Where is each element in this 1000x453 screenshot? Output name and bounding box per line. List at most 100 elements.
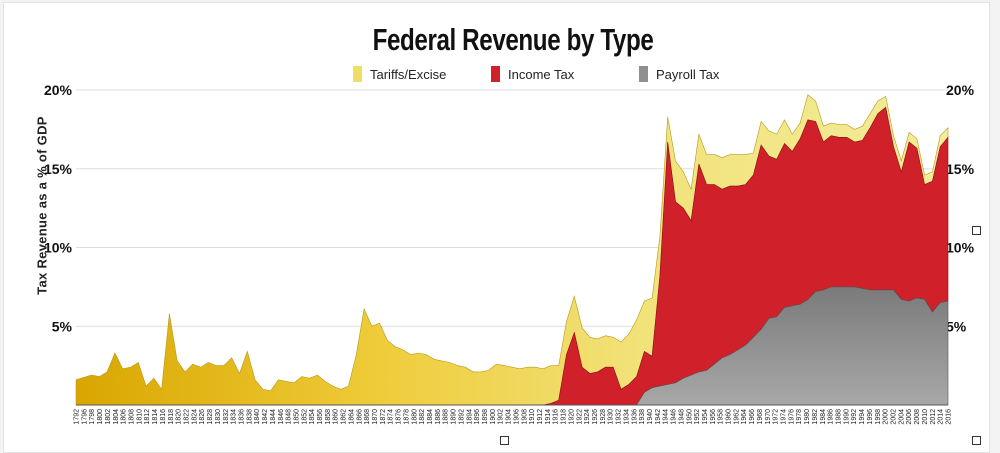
x-tick-label: 1928	[600, 409, 607, 425]
x-tick-label: 1840	[254, 409, 261, 425]
x-tick-label: 1916	[553, 409, 560, 425]
x-tick-label: 1874	[388, 409, 395, 425]
x-tick-label: 1830	[215, 409, 222, 425]
chart-title: Federal Revenue by Type	[372, 22, 654, 57]
x-tick-label: 1820	[176, 409, 183, 425]
legend-swatch-tariffs	[353, 66, 362, 82]
resize-handle-corner[interactable]	[972, 436, 981, 445]
x-tick-label: 1792	[74, 409, 81, 425]
x-tick-label: 1990	[843, 409, 850, 425]
x-tick-label: 1896	[474, 409, 481, 425]
y-tick-label-left: 10%	[44, 240, 73, 256]
x-tick-label: 1860	[333, 409, 340, 425]
x-tick-label: 1988	[836, 409, 843, 425]
x-tick-label: 1940	[647, 409, 654, 425]
x-tick-label: 1870	[372, 409, 379, 425]
x-tick-label: 1910	[529, 409, 536, 425]
x-tick-label: 1878	[403, 409, 410, 425]
x-tick-label: 1974	[781, 409, 788, 425]
y-tick-label-left: 5%	[52, 318, 73, 334]
x-tick-label: 1906	[513, 409, 520, 425]
x-tick-label: 1912	[537, 409, 544, 425]
x-tick-label: 1982	[812, 409, 819, 425]
x-tick-label: 1904	[506, 409, 513, 425]
x-tick-label: 2010	[922, 409, 929, 425]
x-tick-label: 1984	[820, 409, 827, 425]
legend: Tariffs/Excise Income Tax Payroll Tax	[0, 66, 1000, 86]
y-tick-label-right: 10%	[946, 240, 975, 256]
x-tick-label: 1796	[81, 409, 88, 425]
x-tick-label: 1804	[113, 409, 120, 425]
x-tick-label: 1832	[223, 409, 230, 425]
x-tick-label: 1920	[568, 409, 575, 425]
legend-item-payroll: Payroll Tax	[639, 66, 719, 82]
x-tick-label: 1866	[356, 409, 363, 425]
legend-label-income: Income Tax	[508, 66, 575, 82]
x-tick-label: 1894	[466, 409, 473, 425]
x-tick-label: 1952	[694, 409, 701, 425]
x-tick-label: 1844	[270, 409, 277, 425]
x-tick-label: 1898	[482, 409, 489, 425]
y-tick-label-right: 15%	[946, 161, 975, 177]
x-tick-label: 1944	[663, 409, 670, 425]
x-tick-label: 1814	[152, 409, 159, 425]
x-tick-label: 2016	[946, 409, 953, 425]
x-tick-label: 1936	[631, 409, 638, 425]
x-tick-label: 1850	[294, 409, 301, 425]
x-tick-label: 1798	[89, 409, 96, 425]
x-tick-label: 1816	[160, 409, 167, 425]
resize-handle-bottom[interactable]	[500, 436, 509, 445]
x-tick-label: 1986	[828, 409, 835, 425]
x-tick-label: 1996	[867, 409, 874, 425]
x-tick-label: 1930	[608, 409, 615, 425]
resize-handle-right[interactable]	[972, 226, 981, 235]
x-tick-label: 1806	[121, 409, 128, 425]
x-tick-label: 1968	[757, 409, 764, 425]
x-tick-label: 1956	[710, 409, 717, 425]
x-tick-label: 1992	[851, 409, 858, 425]
x-tick-label: 1964	[741, 409, 748, 425]
x-tick-label: 2014	[938, 409, 945, 425]
y-tick-label-left: 20%	[44, 82, 73, 98]
x-tick-label: 1812	[144, 409, 151, 425]
x-tick-label: 1854	[309, 409, 316, 425]
x-tick-label: 1960	[726, 409, 733, 425]
x-tick-label: 1958	[718, 409, 725, 425]
y-tick-label-right: 5%	[946, 318, 967, 334]
x-tick-label: 1980	[804, 409, 811, 425]
legend-item-income: Income Tax	[491, 66, 574, 82]
x-tick-label: 1908	[521, 409, 528, 425]
x-tick-label: 1962	[733, 409, 740, 425]
x-tick-label: 1818	[168, 409, 175, 425]
x-tick-label: 1886	[435, 409, 442, 425]
x-tick-label: 2000	[883, 409, 890, 425]
x-tick-label: 1838	[246, 409, 253, 425]
x-tick-label: 1914	[545, 409, 552, 425]
x-tick-label: 1888	[443, 409, 450, 425]
x-tick-label: 1856	[317, 409, 324, 425]
x-tick-label: 1938	[639, 409, 646, 425]
x-tick-label: 1882	[419, 409, 426, 425]
x-tick-label: 1970	[765, 409, 772, 425]
x-tick-label: 1892	[458, 409, 465, 425]
x-tick-label: 1932	[616, 409, 623, 425]
x-tick-label: 2006	[906, 409, 913, 425]
x-tick-label: 1876	[396, 409, 403, 425]
x-tick-label: 1950	[686, 409, 693, 425]
x-tick-label: 1828	[207, 409, 214, 425]
x-tick-label: 1834	[231, 409, 238, 425]
x-tick-label: 2004	[898, 409, 905, 425]
x-tick-label: 1868	[364, 409, 371, 425]
x-tick-label: 1922	[576, 409, 583, 425]
x-tick-label: 1934	[623, 409, 630, 425]
x-tick-label: 1978	[796, 409, 803, 425]
x-tick-label: 1822	[184, 409, 191, 425]
y-tick-label-left: 15%	[44, 161, 73, 177]
x-tick-label: 1800	[97, 409, 104, 425]
x-tick-label: 2008	[914, 409, 921, 425]
x-tick-label: 1890	[451, 409, 458, 425]
x-tick-label: 1846	[278, 409, 285, 425]
x-tick-label: 1824	[191, 409, 198, 425]
x-tick-label: 1808	[129, 409, 136, 425]
